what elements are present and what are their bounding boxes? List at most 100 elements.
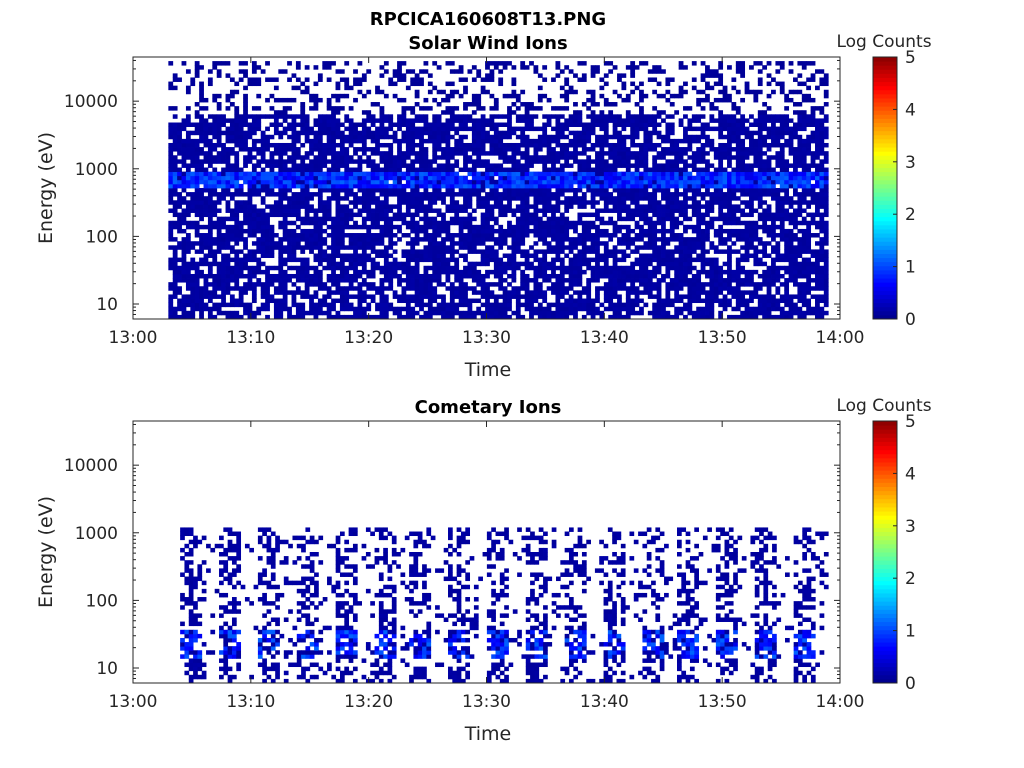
heatmap-cell (383, 253, 389, 258)
heatmap-cell (656, 200, 662, 205)
heatmap-cell (370, 179, 376, 185)
heatmap-cell (309, 273, 314, 279)
heatmap-cell (493, 302, 499, 308)
heatmap-cell (507, 167, 512, 173)
heatmap-cell (533, 69, 539, 74)
heatmap-cell (652, 241, 658, 246)
heatmap-cell (621, 81, 627, 87)
heatmap-cell (410, 265, 416, 271)
heatmap-cell (282, 110, 288, 115)
heatmap-cell (555, 126, 561, 132)
heatmap-cell (436, 196, 442, 201)
heatmap-cell (656, 306, 662, 312)
heatmap-cell (216, 118, 222, 123)
heatmap-cell (467, 237, 473, 242)
heatmap-cell (678, 237, 684, 242)
heatmap-cell (564, 200, 570, 205)
heatmap-cell (502, 204, 508, 209)
heatmap-cell (603, 245, 609, 250)
heatmap-cell (317, 118, 323, 123)
heatmap-cell (304, 261, 310, 267)
heatmap-cell (665, 163, 671, 168)
heatmap-cell (551, 179, 556, 185)
heatmap-cell (375, 89, 380, 95)
heatmap-cell (287, 155, 292, 160)
heatmap-cell (300, 192, 306, 197)
heatmap-cell (194, 147, 200, 152)
heatmap-cell (669, 114, 675, 119)
heatmap-cell (643, 151, 649, 156)
heatmap-cell (357, 138, 363, 144)
heatmap-cell (216, 106, 222, 111)
heatmap-cell (348, 257, 354, 263)
heatmap-cell (524, 216, 530, 222)
heatmap-cell (423, 245, 429, 250)
heatmap-cell (397, 171, 402, 177)
heatmap-cell (507, 134, 512, 140)
heatmap-cell (577, 241, 583, 246)
heatmap-cell (331, 163, 336, 168)
heatmap-cell (546, 97, 552, 103)
heatmap-cell (401, 73, 407, 78)
heatmap-cell (203, 273, 209, 279)
heatmap-cell (300, 106, 306, 111)
heatmap-cell (234, 155, 240, 160)
heatmap-cell (361, 233, 367, 238)
heatmap-cell (260, 151, 266, 156)
heatmap-cell (291, 314, 297, 320)
heatmap-cell (260, 130, 266, 136)
heatmap-cell (476, 261, 482, 267)
heatmap-cell (529, 204, 534, 209)
heatmap-cell (603, 290, 609, 295)
heatmap-cell (449, 110, 455, 115)
heatmap-cell (370, 249, 376, 254)
heatmap-cell (423, 249, 429, 254)
heatmap-cell (573, 102, 578, 107)
heatmap-cell (652, 167, 658, 173)
heatmap-cell (559, 122, 565, 127)
heatmap-cell (397, 73, 402, 78)
heatmap-cell (454, 142, 460, 148)
heatmap-cell (555, 61, 561, 66)
heatmap-cell (265, 269, 270, 275)
heatmap-cell (243, 102, 248, 107)
heatmap-cell (586, 286, 592, 291)
heatmap-cell (577, 130, 583, 136)
heatmap-cell (423, 97, 429, 103)
heatmap-cell (568, 286, 574, 291)
heatmap-cell (617, 171, 622, 177)
heatmap-cell (309, 163, 314, 168)
heatmap-cell (401, 61, 407, 66)
heatmap-cell (300, 261, 306, 267)
heatmap-cell (555, 151, 561, 156)
heatmap-cell (476, 126, 482, 132)
heatmap-cell (599, 138, 605, 144)
heatmap-cell (181, 245, 187, 250)
heatmap-cell (551, 286, 556, 291)
heatmap-cell (524, 220, 530, 226)
heatmap-cell (190, 183, 196, 189)
heatmap-cell (344, 204, 350, 209)
heatmap-cell (507, 179, 512, 185)
heatmap-cell (630, 73, 636, 78)
heatmap-cell (441, 138, 446, 144)
heatmap-cell (190, 159, 196, 164)
heatmap-cell (313, 278, 319, 283)
heatmap-cell (414, 175, 420, 181)
heatmap-cell (313, 93, 319, 99)
heatmap-cell (493, 265, 499, 271)
heatmap-cell (449, 220, 455, 226)
heatmap-cell (542, 167, 548, 173)
heatmap-cell (199, 237, 204, 242)
heatmap-cell (573, 265, 578, 271)
heatmap-cell (397, 282, 402, 287)
heatmap-cell (221, 179, 226, 185)
heatmap-cell (282, 228, 288, 234)
heatmap-cell (326, 245, 332, 250)
heatmap-cell (573, 220, 578, 226)
heatmap-cell (665, 77, 671, 82)
heatmap-cell (467, 302, 473, 308)
heatmap-cell (551, 290, 556, 295)
heatmap-cell (326, 97, 332, 103)
heatmap-cell (445, 228, 451, 234)
